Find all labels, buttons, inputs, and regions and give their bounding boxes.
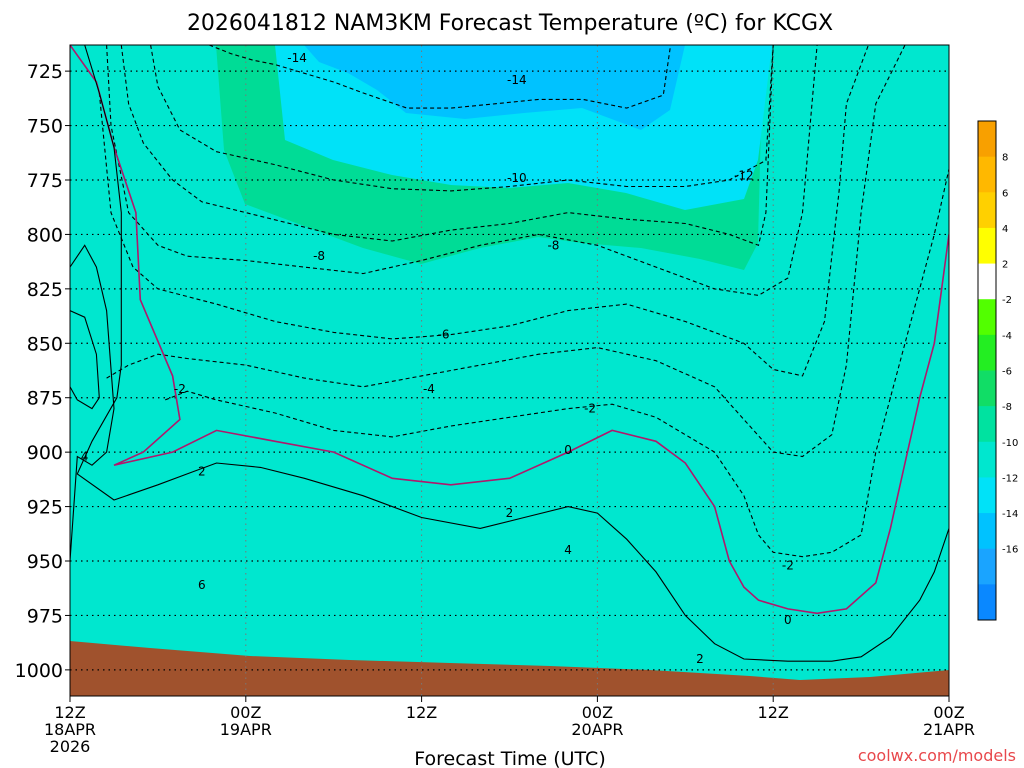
colorbar-swatch (978, 192, 996, 229)
isotherm-label: 0 (564, 443, 572, 457)
isotherm-0 (70, 45, 949, 615)
isotherm-contours (70, 45, 949, 662)
colorbar-swatch (978, 513, 996, 550)
colorbar-label: -12 (1002, 473, 1018, 484)
colorbar-swatch (978, 156, 996, 193)
isotherm-label: -6 (438, 328, 450, 342)
y-tick-label: 750 (27, 116, 63, 138)
y-tick-label: 975 (27, 605, 63, 627)
x-tick-label: 2026 (50, 737, 91, 756)
y-tick-label: 800 (27, 224, 63, 246)
y-tick-label: 875 (27, 388, 63, 410)
x-tick-label: 18APR (44, 720, 96, 739)
colorbar-label: -8 (1002, 402, 1012, 413)
x-tick-label: 00Z (230, 703, 261, 722)
x-tick-label: 12Z (54, 703, 85, 722)
isotherm-label: -10 (507, 171, 527, 185)
isotherm--12 (150, 45, 774, 192)
x-tick-label: 12Z (406, 703, 437, 722)
colorbar-label: -2 (1002, 295, 1012, 306)
chart-title: 2026041812 NAM3KM Forecast Temperature (… (187, 11, 833, 36)
colorbar-swatch (978, 227, 996, 265)
colorbar-swatch (978, 548, 996, 585)
isotherm--14 (208, 45, 672, 109)
x-tick-label: 19APR (220, 720, 272, 739)
colorbar-label: 4 (1002, 224, 1008, 235)
colorbar-label: -6 (1002, 367, 1012, 378)
colorbar-label: -14 (1002, 509, 1018, 520)
band-minus10-to-minus8 (70, 45, 949, 696)
colorbar-label: 6 (1002, 188, 1008, 199)
y-axis: 725 750 775 800 825 850 875 900 925 950 975 1000 (15, 61, 70, 682)
x-tick-label: 00Z (582, 703, 613, 722)
isotherm-label: 6 (198, 578, 206, 592)
band-minus14-to-minus12 (304, 45, 685, 130)
isotherm-label: 4 (564, 543, 572, 557)
colorbar-label: 2 (1002, 260, 1008, 271)
x-tick-label: 00Z (933, 703, 964, 722)
x-tick-label: 20APR (571, 720, 623, 739)
plot-frame (69, 44, 950, 697)
y-tick-label: 725 (27, 61, 63, 83)
colorbar-swatch (978, 263, 996, 300)
isotherm-label: -2 (782, 558, 794, 572)
colorbar-label: -4 (1002, 331, 1012, 342)
isotherm-label: -2 (174, 382, 186, 396)
colorbar-label: 8 (1002, 153, 1008, 164)
isotherm-labels: -14 -14 -12 -10 -8 -8 -6 -4 -2 -2 -2 0 0 2 2 2 4 4 6 (81, 51, 794, 666)
isotherm-label: -14 (287, 51, 307, 65)
isotherm-6 (70, 310, 100, 410)
isotherm-label: -14 (507, 73, 527, 87)
isotherm-4 (70, 244, 115, 562)
isotherm-label: 0 (784, 613, 792, 627)
colorbar-swatch (978, 121, 996, 158)
isotherm-label: 2 (506, 506, 514, 520)
y-tick-label: 775 (27, 170, 63, 192)
colorbar-swatch (978, 370, 996, 407)
colorbar-swatch (978, 334, 996, 371)
isotherm--8 (106, 45, 818, 296)
gridlines (70, 45, 949, 696)
y-tick-label: 850 (27, 333, 63, 355)
y-tick-label: 900 (27, 442, 63, 464)
credit-text: coolwx.com/models (858, 746, 1016, 765)
isotherm-label: -2 (584, 402, 596, 416)
x-tick-label: 12Z (758, 703, 789, 722)
isotherm-label: -4 (423, 382, 435, 396)
isotherm-label: -8 (313, 249, 325, 263)
colorbar-label: -10 (1002, 438, 1018, 449)
y-tick-label: 925 (27, 497, 63, 519)
colorbar-swatch (978, 441, 996, 478)
y-tick-label: 1000 (15, 660, 63, 682)
isotherm--6 (98, 45, 869, 377)
y-tick-label: 825 (27, 279, 63, 301)
x-axis-label: Forecast Time (UTC) (414, 748, 605, 768)
colorbar-legend: 8 6 4 2 -2 -4 -6 -8 -10 -12 -14 -16 (977, 120, 1018, 621)
colorbar-swatch (978, 477, 996, 514)
y-tick-label: 950 (27, 551, 63, 573)
colorbar-frame (977, 120, 997, 621)
isotherm--4 (106, 45, 906, 458)
plot-area: -14 -14 -12 -10 -8 -8 -6 -4 -2 -2 -2 0 0 2 2 2 4 4 6 (70, 45, 949, 696)
isotherm-label: -8 (547, 238, 559, 252)
colorbar-swatch (978, 406, 996, 443)
isotherm-label: 2 (696, 652, 704, 666)
colorbar-swatch (978, 299, 996, 336)
isotherm-label: -12 (734, 169, 754, 183)
isotherm--10 (120, 45, 774, 247)
colorbar-label: -16 (1002, 545, 1018, 556)
isotherm-label: 2 (198, 465, 206, 479)
isotherm-label: 4 (81, 450, 89, 464)
colorbar-swatch (978, 584, 996, 621)
x-tick-label: 21APR (923, 720, 975, 739)
isotherm-2 (76, 45, 949, 662)
terrain-fill (70, 641, 949, 696)
